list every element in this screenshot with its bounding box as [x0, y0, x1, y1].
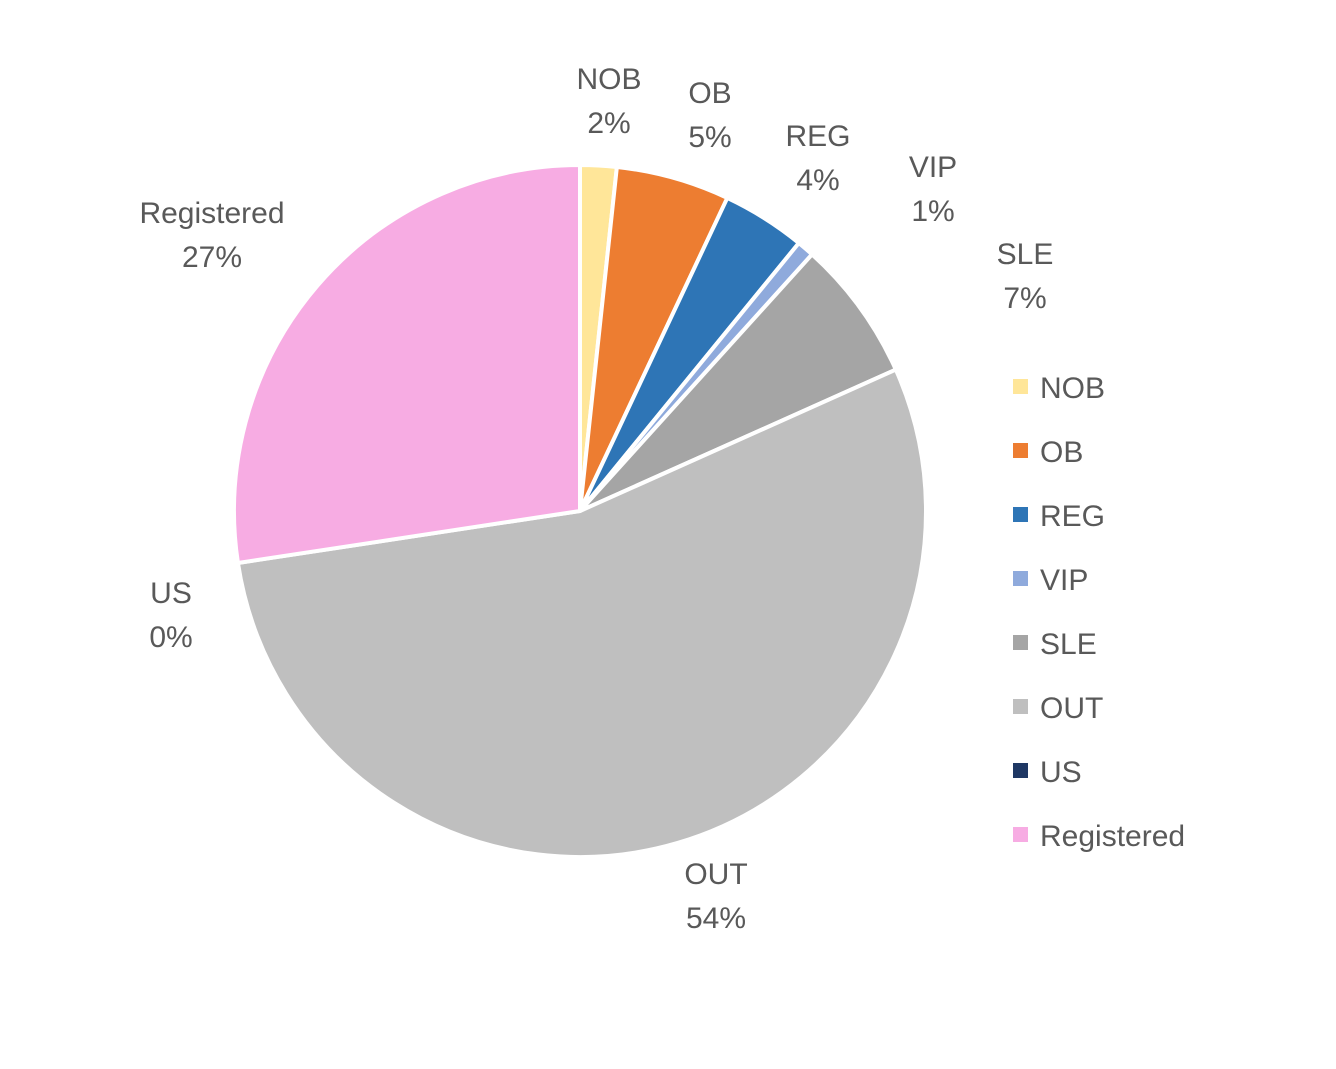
data-label-sle: SLE 7% [997, 238, 1054, 315]
legend-swatch [1013, 827, 1028, 842]
legend-item-us: US [1013, 756, 1082, 789]
data-label-percent: 4% [796, 164, 839, 197]
data-label-percent: 27% [182, 241, 242, 274]
pie-slice-out [235, 367, 928, 860]
data-label-reg: REG 4% [785, 120, 850, 197]
data-label-registered: Registered 27% [139, 197, 284, 274]
legend-label: OUT [1040, 692, 1103, 725]
data-label-category: Registered [139, 197, 284, 230]
legend-item-ob: OB [1013, 436, 1083, 469]
data-labels: NOB 2% OB 5% REG 4% VIP 1% SLE 7% OUT 54% US 0% Regist… [139, 63, 1053, 935]
legend-swatch [1013, 571, 1028, 586]
data-label-vip: VIP 1% [909, 151, 957, 228]
legend-item-out: OUT [1013, 692, 1103, 725]
data-label-percent: 2% [587, 107, 630, 140]
pie-slice-sle [578, 252, 898, 513]
legend-item-reg: REG [1013, 500, 1105, 533]
legend: NOB OB REG VIP SLE OUT US Registered [1013, 372, 1185, 853]
data-label-percent: 7% [1003, 282, 1046, 315]
data-label-out: OUT 54% [684, 858, 747, 935]
pie-slice-registered [232, 163, 582, 565]
legend-item-nob: NOB [1013, 372, 1105, 405]
data-label-percent: 0% [149, 621, 192, 654]
legend-swatch [1013, 443, 1028, 458]
legend-label: SLE [1040, 628, 1097, 661]
data-label-category: OB [688, 77, 731, 110]
data-label-category: NOB [576, 63, 641, 96]
legend-swatch [1013, 763, 1028, 778]
data-label-percent: 54% [686, 902, 746, 935]
data-label-nob: NOB 2% [576, 63, 641, 140]
legend-label: REG [1040, 500, 1105, 533]
data-label-percent: 1% [911, 195, 954, 228]
pie-slices [232, 162, 928, 860]
data-label-category: VIP [909, 151, 957, 184]
legend-label: US [1040, 756, 1082, 789]
data-label-category: US [150, 577, 192, 610]
legend-swatch [1013, 507, 1028, 522]
legend-label: Registered [1040, 820, 1185, 853]
legend-item-sle: SLE [1013, 628, 1097, 661]
data-label-percent: 5% [688, 121, 731, 154]
legend-swatch [1013, 699, 1028, 714]
legend-label: OB [1040, 436, 1083, 469]
data-label-us: US 0% [149, 577, 192, 654]
legend-label: VIP [1040, 564, 1088, 597]
legend-swatch [1013, 635, 1028, 650]
legend-swatch [1013, 379, 1028, 394]
data-label-category: SLE [997, 238, 1054, 271]
legend-item-vip: VIP [1013, 564, 1088, 597]
data-label-category: REG [785, 120, 850, 153]
legend-label: NOB [1040, 372, 1105, 405]
legend-item-registered: Registered [1013, 820, 1185, 853]
data-label-category: OUT [684, 858, 747, 891]
data-label-ob: OB 5% [688, 77, 731, 154]
